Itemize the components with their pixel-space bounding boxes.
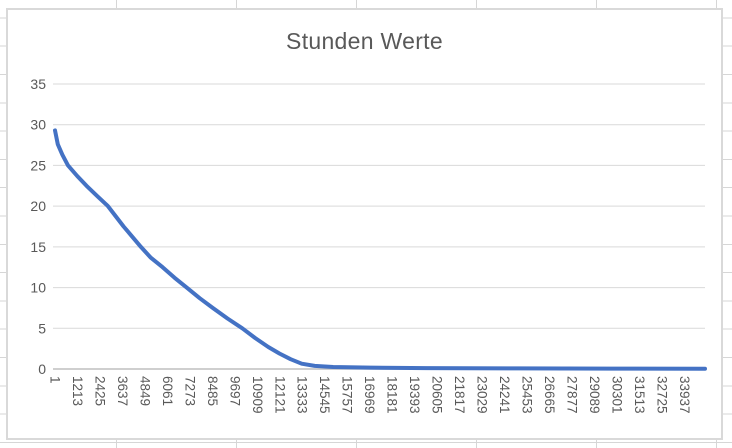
series-line[interactable]	[53, 128, 707, 371]
y-axis-tick-label[interactable]: 25	[30, 157, 46, 173]
x-axis-tick-label[interactable]: 33937	[677, 376, 692, 414]
x-axis-tick-label[interactable]: 7273	[182, 376, 197, 406]
x-axis-tick-label[interactable]: 23029	[475, 376, 490, 414]
x-axis-tick-label[interactable]: 29089	[587, 376, 602, 414]
x-axis-tick-label[interactable]: 10909	[250, 376, 265, 414]
x-axis-tick-label[interactable]: 32725	[654, 376, 669, 414]
x-axis-tick-label[interactable]: 15757	[340, 376, 355, 414]
y-axis-tick-label[interactable]: 10	[30, 280, 46, 296]
x-axis-tick-label[interactable]: 6061	[160, 376, 175, 406]
y-axis-tick-label[interactable]: 0	[38, 361, 46, 377]
chart-title[interactable]: Stunden Werte	[286, 28, 443, 54]
x-axis-tick-label[interactable]: 16969	[362, 376, 377, 414]
x-axis-tick-label[interactable]: 20605	[430, 376, 445, 414]
y-axis-tick-label[interactable]: 35	[30, 76, 46, 92]
x-axis-tick-label[interactable]: 18181	[385, 376, 400, 414]
x-axis-tick-label[interactable]: 8485	[205, 376, 220, 406]
x-axis-tick-label[interactable]: 12121	[272, 376, 287, 414]
x-axis-tick-label[interactable]: 30301	[609, 376, 624, 414]
y-axis-tick-label[interactable]: 15	[30, 239, 46, 255]
x-axis-tick-label[interactable]: 25453	[520, 376, 535, 414]
x-axis-tick-label[interactable]: 4849	[137, 376, 152, 406]
x-axis-tick-label[interactable]: 14545	[317, 376, 332, 414]
x-axis-tick-label[interactable]: 3637	[115, 376, 130, 406]
x-axis-tick-label[interactable]: 9697	[227, 376, 242, 406]
x-axis-tick-label[interactable]: 31513	[632, 376, 647, 414]
y-axis-tick-label[interactable]: 5	[38, 320, 46, 336]
x-axis-tick-label[interactable]: 13333	[295, 376, 310, 414]
x-axis-tick-label[interactable]: 1	[47, 376, 62, 384]
x-axis-tick-label[interactable]: 24241	[497, 376, 512, 414]
x-axis-tick-label[interactable]: 21817	[452, 376, 467, 414]
x-axis-tick-label[interactable]: 26665	[542, 376, 557, 414]
x-axis-tick-label[interactable]: 2425	[92, 376, 107, 406]
y-axis-tick-label[interactable]: 30	[30, 117, 46, 133]
x-axis-tick-label[interactable]: 27877	[565, 376, 580, 414]
x-axis-tick-label[interactable]: 19393	[407, 376, 422, 414]
x-axis-tick-label[interactable]: 1213	[70, 376, 85, 406]
y-axis-tick-label[interactable]: 20	[30, 198, 46, 214]
